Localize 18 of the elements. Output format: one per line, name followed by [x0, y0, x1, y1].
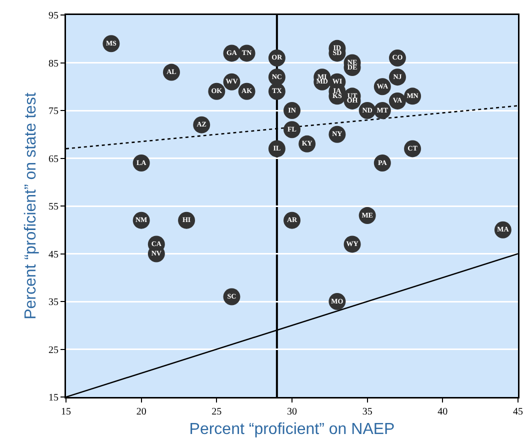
x-tick-label: 35 [362, 406, 372, 418]
y-tick-label: 15 [48, 392, 58, 404]
y-tick-label: 25 [48, 344, 58, 356]
x-tick-label: 45 [513, 406, 523, 418]
x-axis-title: Percent “proficient” on NAEP [189, 420, 395, 438]
x-tick-label: 20 [136, 406, 146, 418]
y-tick-label: 95 [48, 10, 58, 22]
y-tick-label: 85 [48, 58, 58, 70]
x-tick-label: 30 [287, 406, 297, 418]
y-tick-label: 65 [48, 154, 58, 165]
y-tick-label: 55 [48, 202, 58, 212]
y-tick-label: 45 [48, 249, 58, 260]
y-tick-label: 75 [48, 106, 58, 117]
y-tick-label: 35 [48, 297, 58, 308]
x-tick-label: 25 [212, 406, 222, 418]
x-tick-label: 40 [438, 406, 448, 418]
x-tick-label: 15 [61, 406, 71, 418]
y-axis-title: Percent “proficient” on state test [22, 92, 40, 320]
